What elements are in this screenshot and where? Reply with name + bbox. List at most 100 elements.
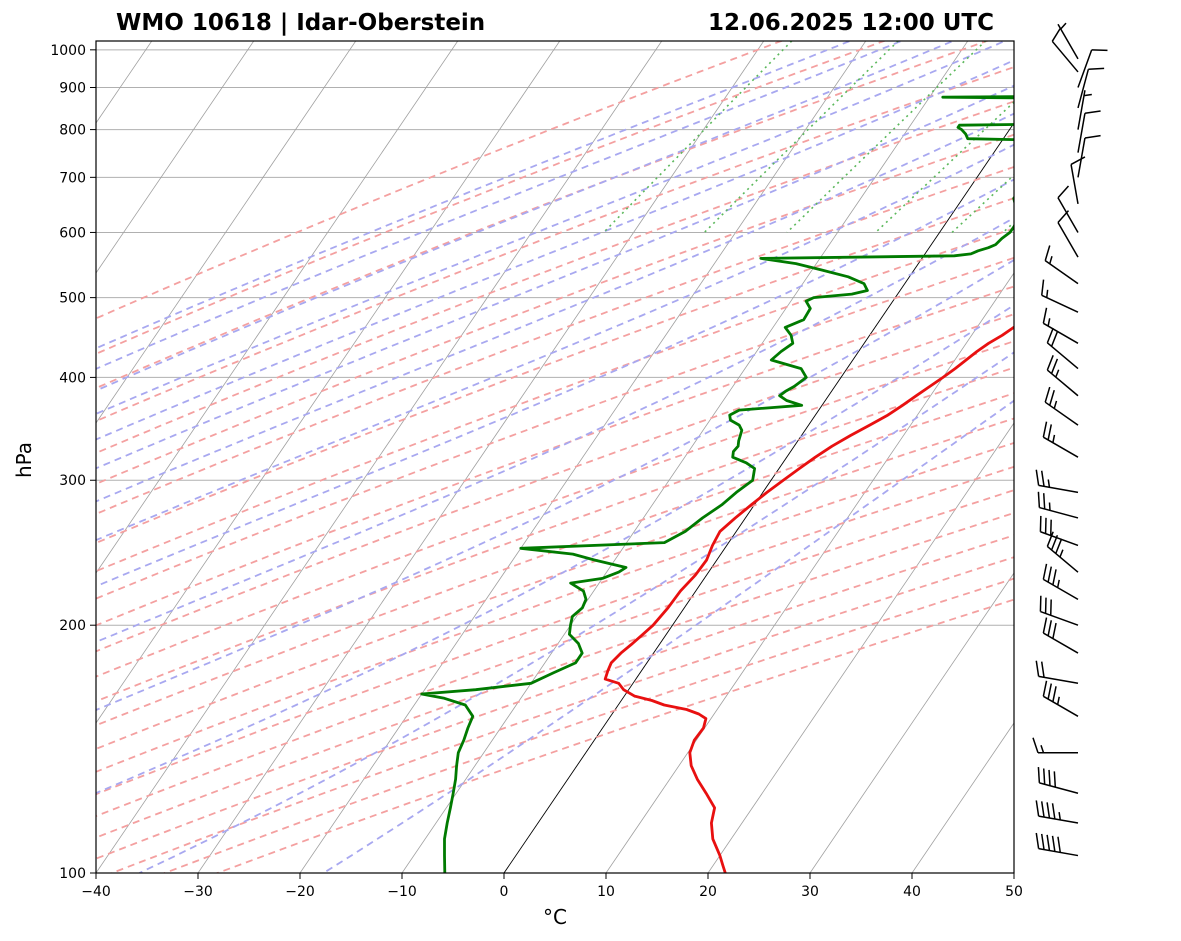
wind-barb-feather [1032, 737, 1039, 753]
dry-adiabat-line [215, 598, 1014, 873]
wind-barb-half-feather [1049, 256, 1053, 265]
wind-barb-feather [1047, 620, 1053, 636]
wind-barb [1077, 49, 1108, 88]
dry-adiabat-line [96, 227, 1014, 573]
x-tick-label: −30 [183, 884, 213, 900]
wind-barb-feather [1052, 686, 1057, 702]
wind-barb-feather [1084, 134, 1101, 139]
wind-barb-shaft [1046, 369, 1079, 397]
wind-barb-shaft [1040, 610, 1079, 626]
y-tick-label: 1000 [50, 43, 86, 59]
dry-adiabat-line [96, 256, 1014, 600]
dry-adiabat-line [96, 366, 1014, 703]
wind-barb-half-feather [1045, 289, 1049, 298]
wind-barb-feather [1044, 245, 1051, 261]
wind-barb-half-feather [1060, 22, 1067, 30]
wind-barb-shaft [1038, 484, 1079, 494]
moist-adiabat-line [96, 258, 1014, 711]
wind-barb-shaft [1057, 222, 1079, 258]
wind-barb-feather [1042, 680, 1048, 697]
wind-barb-feather [1051, 27, 1062, 42]
wind-barb-half-feather [1052, 434, 1056, 443]
moist-adiabat-line [323, 399, 1014, 873]
wind-barbs [1032, 22, 1108, 857]
wind-barb-feather [1042, 493, 1046, 510]
dry-adiabat-line [96, 197, 1014, 544]
sounding-profiles [420, 95, 1014, 873]
wind-barb-half-feather [1056, 579, 1060, 588]
moist-adiabat-line [96, 304, 1014, 795]
wind-barb [1070, 156, 1086, 204]
wind-barb-shaft [1051, 40, 1079, 73]
wind-barb-feather [1070, 156, 1086, 166]
wind-barb-feather [1057, 185, 1070, 199]
wind-barb-shaft [1039, 506, 1079, 519]
wind-barb-shaft [1077, 137, 1086, 178]
wind-barb-shaft [1042, 436, 1079, 458]
wind-barb-shaft [1040, 531, 1079, 547]
wind-barb-shaft [1057, 197, 1079, 233]
x-tick-label: 0 [500, 884, 509, 900]
wind-barb [1042, 617, 1079, 654]
wind-barb-feather [1040, 801, 1045, 818]
wind-barb-feather [1035, 832, 1040, 849]
isotherm-line [707, 422, 1014, 873]
wind-barb-shaft [1044, 401, 1079, 426]
wind-barb-feather [1037, 491, 1041, 508]
wind-barb-half-feather [1055, 369, 1060, 378]
wind-barb [1035, 469, 1079, 494]
wind-barb-half-feather [1058, 811, 1062, 821]
x-axis-label: °C [543, 905, 567, 929]
x-tick-label: −10 [387, 884, 417, 900]
x-tick-label: 10 [597, 884, 615, 900]
moist-adiabat-line [96, 216, 1014, 643]
wind-barb-feather [1052, 569, 1057, 585]
wind-barb [1046, 355, 1079, 397]
wind-barb [1046, 327, 1079, 370]
dry-adiabat-line [162, 577, 1014, 873]
moist-adiabat-line [96, 84, 1014, 470]
wind-barb [1032, 737, 1078, 754]
y-tick-label: 300 [59, 473, 86, 489]
wind-barb-half-feather [1056, 696, 1060, 705]
moist-adiabat-line [96, 41, 853, 350]
isotherm-line [96, 41, 255, 274]
x-tick-label: 20 [699, 884, 717, 900]
y-axis-ticks: 100 200 300 400 500 600 700 800 900 1000 [50, 43, 96, 882]
dry-adiabat-line [96, 66, 1014, 423]
wind-barb [1077, 67, 1105, 109]
background-lines [96, 41, 1014, 873]
isotherm-line [96, 41, 357, 424]
wind-barb-shaft [1042, 322, 1079, 344]
y-tick-label: 700 [59, 170, 86, 186]
moist-adiabat-line [96, 41, 956, 392]
x-tick-label: 50 [1005, 884, 1023, 900]
wind-barb-feather [1047, 683, 1053, 700]
wind-barb-half-feather [1053, 400, 1058, 409]
isotherm-line [401, 41, 969, 873]
wind-barb [1039, 515, 1079, 547]
dry-adiabat-line [96, 133, 1014, 485]
wind-barb-feather [1042, 768, 1046, 785]
wind-barb-feather [1055, 538, 1063, 554]
isotherm-line [197, 41, 765, 873]
wind-barb-feather [1046, 531, 1054, 547]
dry-adiabat-line [96, 534, 1014, 860]
wind-barb [1051, 27, 1079, 73]
moist-adiabat-line [96, 59, 1014, 441]
wind-barb-feather [1037, 767, 1041, 783]
moist-adiabat-line [96, 178, 1014, 588]
isotherm-line [96, 41, 459, 574]
wind-barb [1037, 767, 1079, 794]
chart-title-station: WMO 10618 | Idar-Oberstein [116, 10, 485, 36]
wind-barb-shaft [1038, 815, 1079, 824]
dry-adiabat-line [96, 392, 1014, 727]
wind-barb [1057, 22, 1079, 60]
temperature-profile-line [603, 325, 1014, 873]
wind-barb-shaft [1046, 545, 1079, 573]
wind-barb-feather [1050, 331, 1059, 347]
y-tick-label: 500 [59, 291, 86, 307]
wind-barb-shaft [1042, 578, 1079, 600]
isotherm-line [1013, 872, 1014, 873]
